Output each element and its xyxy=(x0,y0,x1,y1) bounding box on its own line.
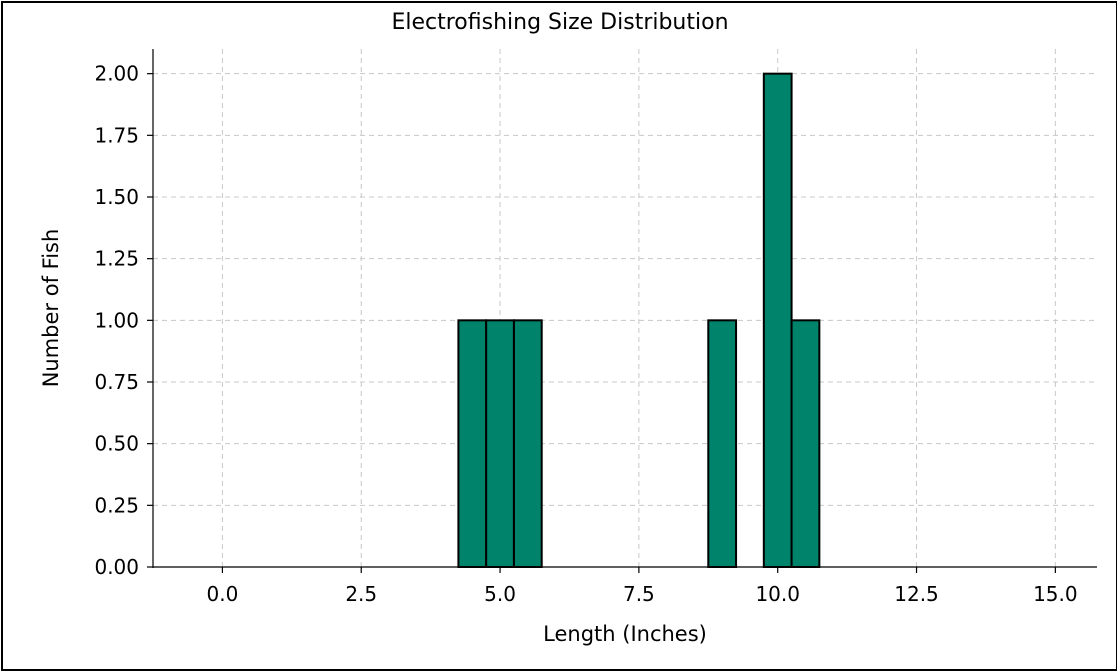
y-ticks: 0.00 0.25 0.50 0.75 1.00 1.25 1.50 1.75 2.00 xyxy=(94,62,153,579)
y-tick-label: 0.25 xyxy=(94,493,139,517)
y-tick-label: 1.00 xyxy=(94,308,139,332)
y-tick-label: 1.25 xyxy=(94,247,139,271)
axes xyxy=(152,49,1097,568)
histogram-bar xyxy=(457,319,488,569)
x-tick-label: 0.0 xyxy=(207,582,239,606)
y-tick-label: 0.50 xyxy=(94,432,139,456)
x-ticks: 0.0 2.5 5.0 7.5 10.0 12.5 15.0 xyxy=(207,567,1078,606)
y-tick-label: 0.00 xyxy=(94,555,139,579)
histogram-bar xyxy=(790,319,821,569)
grid-lines xyxy=(153,49,1097,568)
y-tick-label: 2.00 xyxy=(94,62,139,86)
x-tick-label: 2.5 xyxy=(345,582,377,606)
histogram-bar xyxy=(512,319,543,569)
y-tick-label: 1.50 xyxy=(94,185,139,209)
y-tick-label: 0.75 xyxy=(94,370,139,394)
x-axis-label: Length (Inches) xyxy=(543,622,707,646)
chart-title: Electrofishing Size Distribution xyxy=(391,10,728,35)
x-tick-label: 10.0 xyxy=(755,582,800,606)
x-tick-label: 7.5 xyxy=(623,582,655,606)
x-tick-label: 5.0 xyxy=(484,582,516,606)
histogram-bar xyxy=(707,319,738,569)
x-tick-label: 12.5 xyxy=(894,582,939,606)
y-axis-label: Number of Fish xyxy=(39,229,63,388)
histogram-bar xyxy=(485,319,515,569)
histogram-bar xyxy=(762,72,793,569)
y-tick-label: 1.75 xyxy=(94,123,139,147)
bars xyxy=(457,72,821,569)
x-tick-label: 15.0 xyxy=(1033,582,1078,606)
